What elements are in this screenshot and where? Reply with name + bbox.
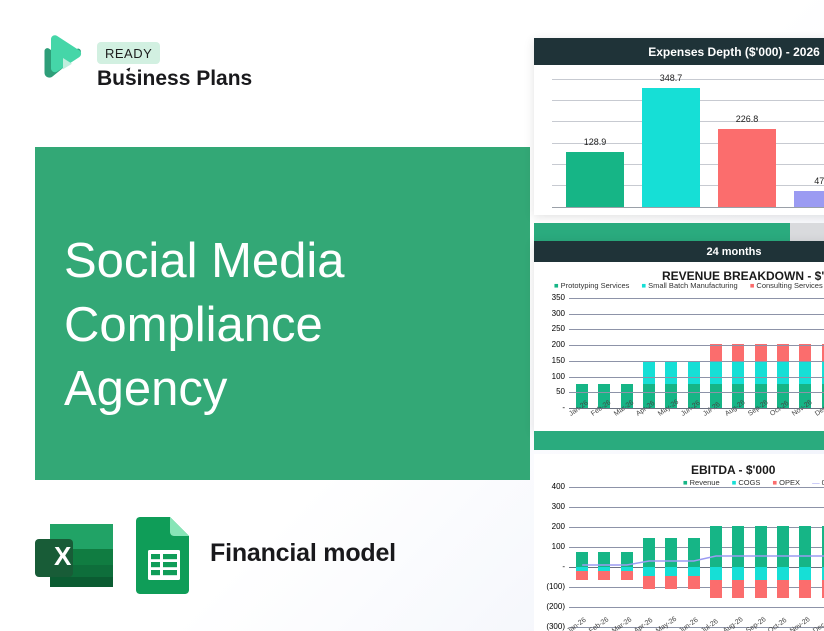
svg-text:X: X [54,541,72,571]
